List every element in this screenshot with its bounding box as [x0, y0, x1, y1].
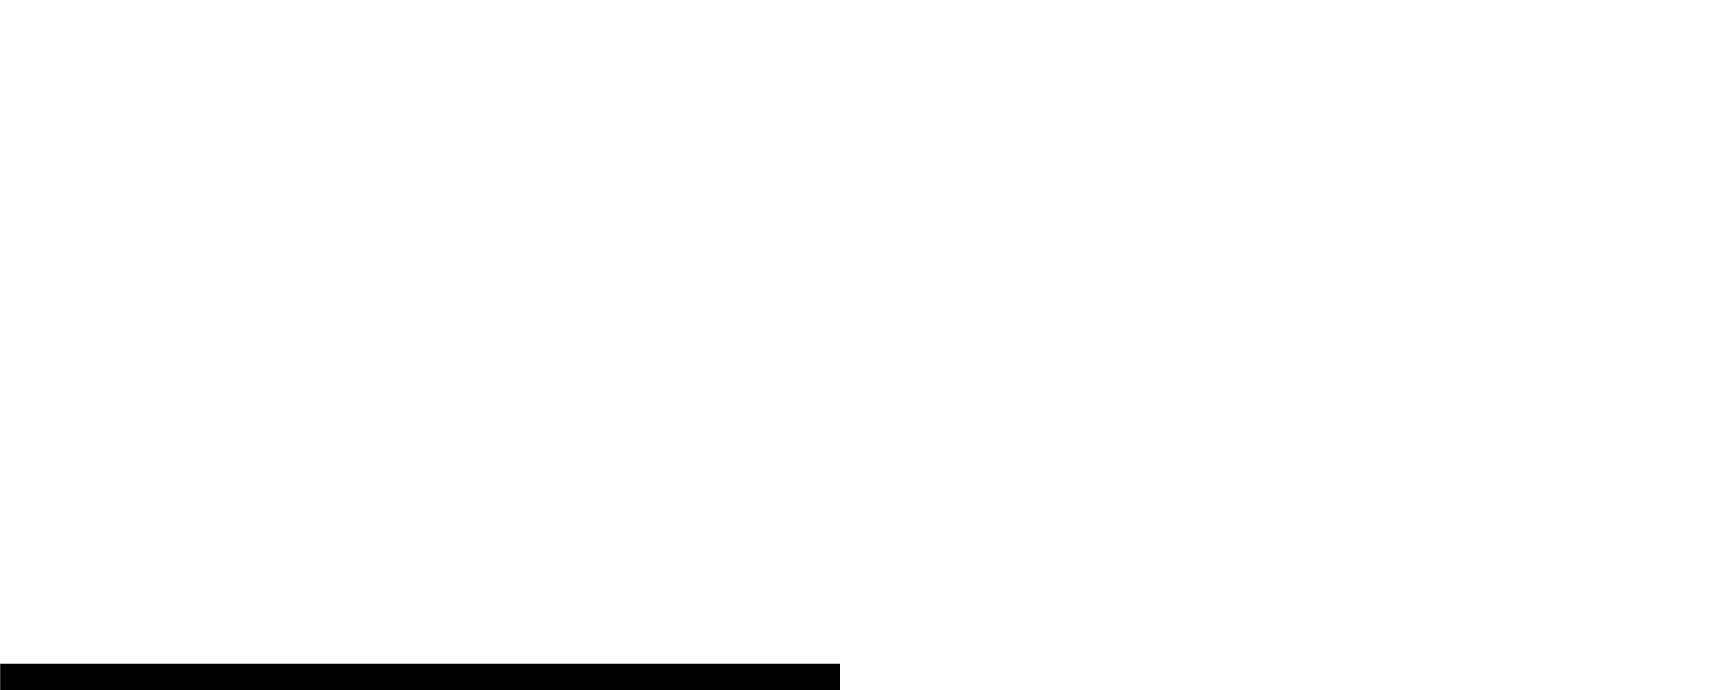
black-bar — [0, 663, 841, 690]
